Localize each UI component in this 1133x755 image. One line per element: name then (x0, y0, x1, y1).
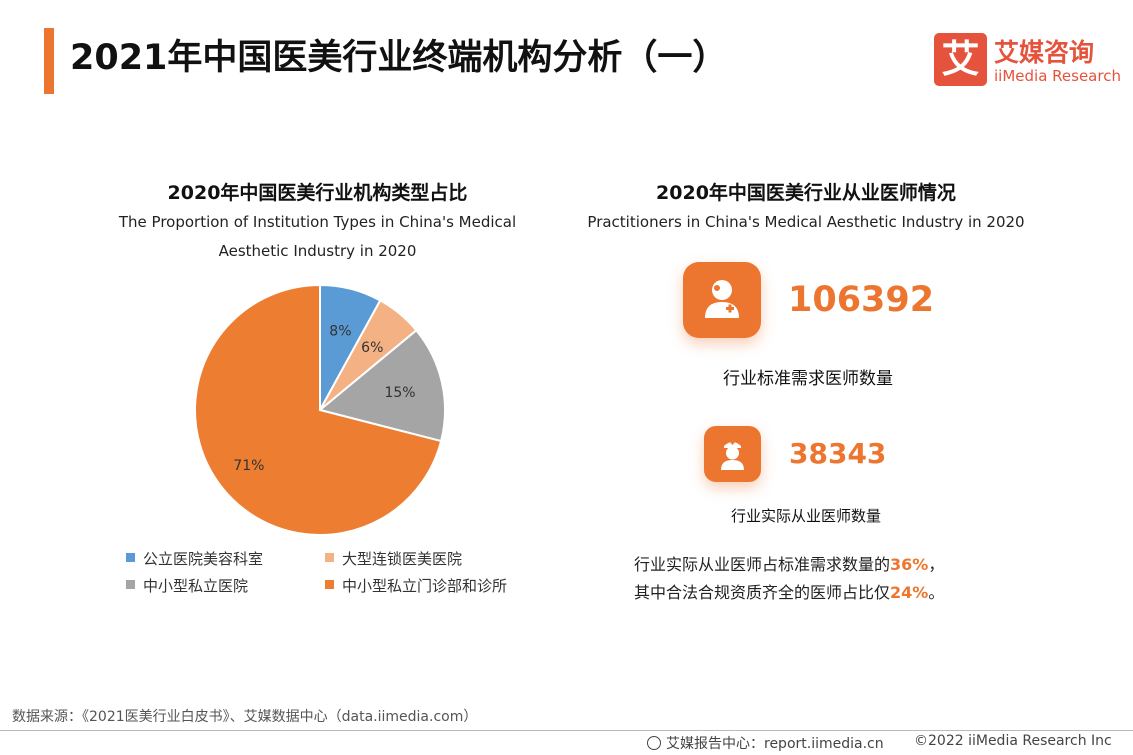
actual-doctor-count: 38343 (789, 437, 887, 470)
pie-chart-subtitle: The Proportion of Institution Types in C… (118, 213, 517, 260)
legend-item-public-hospital: 公立医院美容科室 (126, 548, 263, 569)
standard-doctor-label: 行业标准需求医师数量 (723, 369, 893, 389)
legend-label: 大型连锁医美医院 (342, 550, 463, 568)
pie-label-chain-hospital: 6% (361, 340, 383, 356)
actual-doctor-label: 行业实际从业医师数量 (730, 507, 881, 525)
summary-line-1: 行业实际从业医师占标准需求数量的36%， (634, 555, 945, 574)
logo-text-en: iiMedia Research (994, 67, 1121, 85)
practitioners-subtitle: Practitioners in China's Medical Aesthet… (587, 213, 1025, 231)
legend-swatch (325, 580, 334, 589)
legend-swatch (126, 580, 135, 589)
pie-label-public-hospital: 8% (329, 324, 351, 340)
copyright: ©2022 iiMedia Research Inc (914, 733, 1112, 749)
data-source: 数据来源：《2021医美行业白皮书》、艾媒数据中心（data.iimedia.c… (12, 709, 478, 725)
legend-swatch (325, 553, 334, 562)
doctor-icon (683, 262, 761, 338)
logo-mark: 艾 (934, 33, 987, 86)
practitioners-title: 2020年中国医美行业从业医师情况 (656, 182, 956, 204)
summary-pct-24: 24% (890, 583, 929, 602)
legend-item-private-clinic: 中小型私立门诊部和诊所 (325, 575, 507, 596)
pie-slice-private-clinic (194, 283, 443, 536)
pie-chart-title: 2020年中国医美行业机构类型占比 (167, 182, 468, 204)
iimedia-logo: 艾 艾媒咨询 iiMedia Research (934, 33, 1121, 89)
pie-slice-private-hospital (317, 328, 446, 443)
summary-line-2: 其中合法合规资质齐全的医师占比仅24%。 (634, 583, 945, 602)
page-title: 2021年中国医美行业终端机构分析（一） (70, 38, 728, 78)
legend-label: 中小型私立医院 (143, 577, 249, 595)
legend-swatch (126, 553, 135, 562)
pie-label-private-hospital: 15% (384, 385, 415, 401)
summary-pct-36: 36% (890, 555, 929, 574)
pie-label-private-clinic: 71% (233, 458, 264, 474)
nurse-icon (704, 426, 761, 482)
logo-text-cn: 艾媒咨询 (994, 38, 1095, 67)
title-accent-bar (44, 28, 54, 94)
legend-item-chain-hospital: 大型连锁医美医院 (325, 548, 462, 569)
legend-label: 公立医院美容科室 (143, 550, 264, 568)
pie-chart: 8% 6% 15% 71% (194, 283, 446, 536)
legend-item-private-hospital: 中小型私立医院 (126, 575, 248, 596)
standard-doctor-count: 106392 (788, 280, 935, 320)
footer-divider (0, 730, 1133, 731)
report-center-link[interactable]: 艾媒报告中心：report.iimedia.cn (647, 733, 884, 753)
practitioners-summary: 行业实际从业医师占标准需求数量的36%， 其中合法合规资质齐全的医师占比仅24%… (634, 551, 944, 607)
globe-icon (647, 736, 661, 750)
legend-label: 中小型私立门诊部和诊所 (342, 577, 508, 595)
